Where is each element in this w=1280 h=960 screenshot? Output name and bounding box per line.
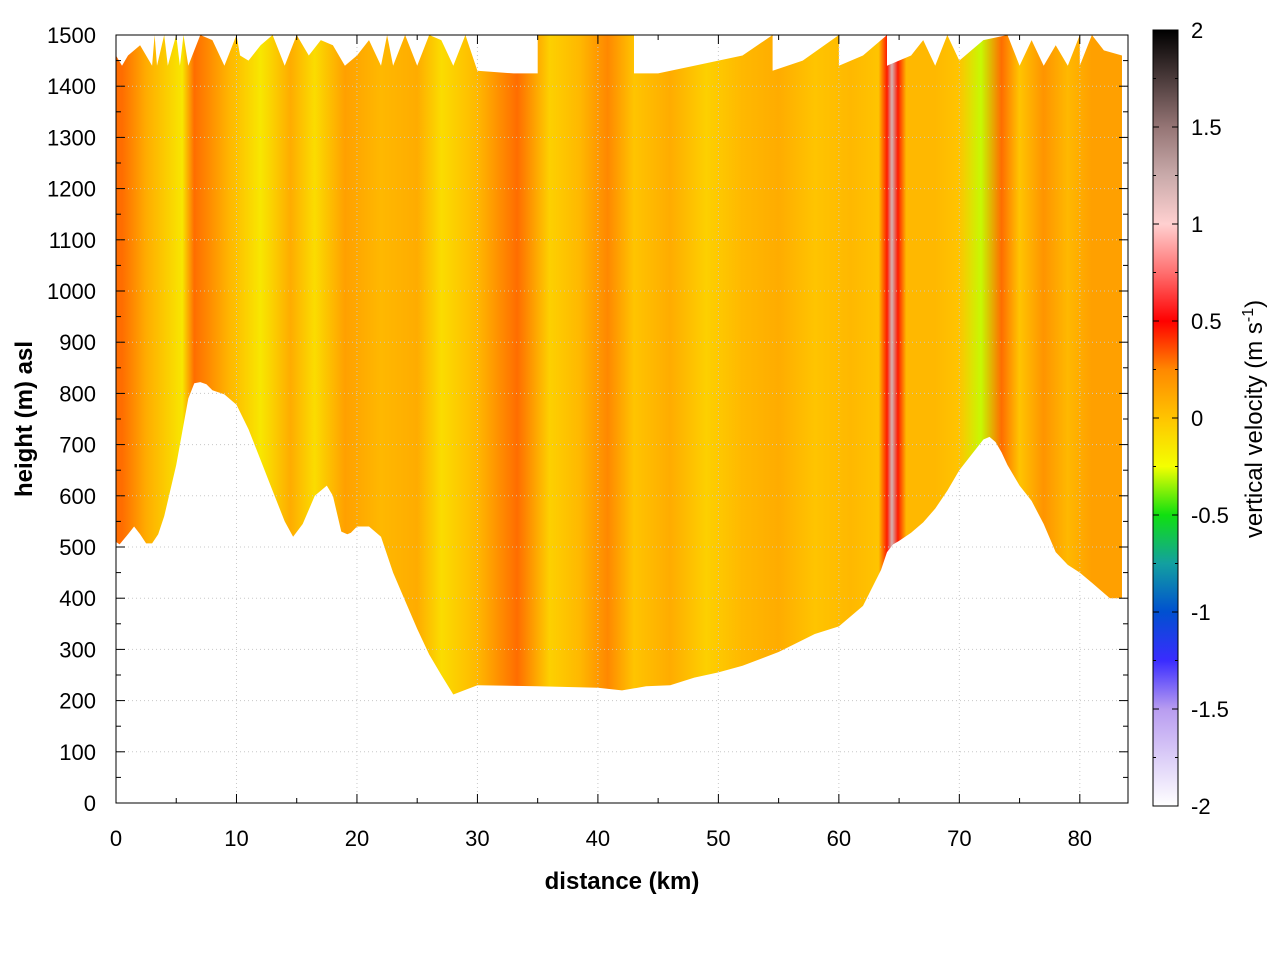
- colorbar-title: vertical velocity (m s-1): [1240, 300, 1268, 538]
- y-tick-label: 1400: [47, 74, 96, 99]
- x-tick-label: 40: [586, 826, 610, 851]
- y-tick-label: 300: [59, 637, 96, 662]
- colorbar-tick-label: 1: [1191, 212, 1203, 237]
- x-tick-label: 70: [947, 826, 971, 851]
- y-tick-label: 500: [59, 535, 96, 560]
- y-axis-ticks: 0 100 200 300 400 500 600 700 800 900 1000 1100 1200…: [47, 23, 1128, 816]
- velocity-field-region: [116, 35, 1122, 695]
- colorbar-tick-label: 2: [1191, 18, 1203, 43]
- colorbar-tick-label: -2: [1191, 794, 1211, 819]
- y-tick-label: 1300: [47, 125, 96, 150]
- grid-lines: [116, 35, 1128, 803]
- x-tick-label: 20: [345, 826, 369, 851]
- colorbar-title-main: vertical velocity (m s: [1241, 322, 1268, 538]
- y-tick-label: 800: [59, 381, 96, 406]
- colorbar-tick-label: 1.5: [1191, 115, 1222, 140]
- y-tick-label: 600: [59, 484, 96, 509]
- x-tick-label: 80: [1068, 826, 1092, 851]
- colorbar-title-superscript: -1: [1240, 308, 1257, 322]
- y-tick-label: 1500: [47, 23, 96, 48]
- y-tick-label: 1100: [49, 228, 96, 253]
- y-tick-label: 400: [59, 586, 96, 611]
- x-tick-label: 10: [224, 826, 248, 851]
- colorbar-tick-label: -1.5: [1191, 697, 1229, 722]
- x-tick-label: 30: [465, 826, 489, 851]
- colorbar-title-end: ): [1241, 300, 1268, 308]
- y-tick-label: 700: [59, 433, 96, 458]
- y-tick-label: 1200: [47, 177, 96, 202]
- colorbar-tick-label: 0: [1191, 406, 1203, 431]
- y-tick-label: 0: [84, 791, 96, 816]
- colorbar-tick-label: -1: [1191, 600, 1211, 625]
- x-tick-label: 0: [110, 826, 122, 851]
- y-tick-label: 900: [59, 330, 96, 355]
- x-axis-title: distance (km): [545, 868, 700, 895]
- colorbar-tick-label: 0.5: [1191, 309, 1222, 334]
- y-tick-label: 100: [59, 740, 96, 765]
- colorbar-ticks: -2 -1.5 -1 -0.5 0 0.5 1 1.5 2: [1153, 18, 1229, 819]
- y-axis-title: height (m) asl: [11, 341, 38, 497]
- plot-area: [116, 35, 1122, 695]
- colorbar-tick-label: -0.5: [1191, 503, 1229, 528]
- x-tick-label: 60: [827, 826, 851, 851]
- x-tick-label: 50: [706, 826, 730, 851]
- y-tick-label: 200: [59, 689, 96, 714]
- y-tick-label: 1000: [47, 279, 96, 304]
- colorbar: -2 -1.5 -1 -0.5 0 0.5 1 1.5 2 vertical velocity …: [1152, 18, 1268, 819]
- x-axis-ticks: 0 10 20 30 40 50 60 70 80: [110, 35, 1092, 851]
